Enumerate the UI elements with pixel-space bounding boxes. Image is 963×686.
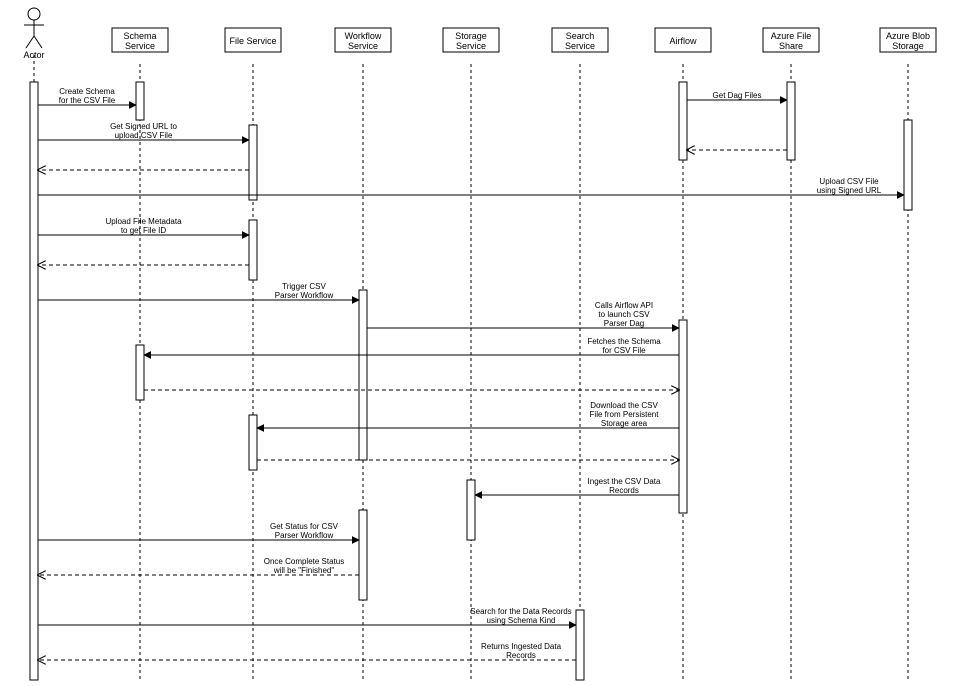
activation-actor bbox=[30, 82, 38, 680]
activation-workflow bbox=[359, 290, 367, 460]
svg-text:Azure File: Azure File bbox=[771, 31, 812, 41]
activation-file bbox=[249, 125, 257, 200]
message-label: to get File ID bbox=[121, 226, 167, 235]
activation-abs bbox=[904, 120, 912, 210]
svg-text:Service: Service bbox=[125, 41, 155, 51]
message-label: Get Status for CSV bbox=[270, 522, 339, 531]
activation-workflow bbox=[359, 510, 367, 600]
message-label: Ingest the CSV Data bbox=[588, 477, 661, 486]
svg-text:Schema: Schema bbox=[123, 31, 156, 41]
svg-text:Workflow: Workflow bbox=[345, 31, 382, 41]
message-label: Upload File Metadata bbox=[105, 217, 182, 226]
svg-text:File Service: File Service bbox=[229, 36, 276, 46]
message-label: Calls Airflow API bbox=[595, 301, 653, 310]
message-label: Get Dag Files bbox=[713, 91, 762, 100]
activation-airflow bbox=[679, 82, 687, 160]
svg-text:Service: Service bbox=[348, 41, 378, 51]
actor-label: Actor bbox=[23, 50, 44, 60]
sequence-diagram: ActorSchemaServiceFile ServiceWorkflowSe… bbox=[0, 0, 963, 686]
activation-airflow bbox=[679, 320, 687, 513]
message-label: Search for the Data Records bbox=[470, 607, 571, 616]
message-label: using Schema Kind bbox=[487, 616, 556, 625]
message-label: Returns Ingested Data bbox=[481, 642, 562, 651]
message-label: Records bbox=[609, 486, 639, 495]
message-label: Create Schema bbox=[59, 87, 115, 96]
svg-text:Share: Share bbox=[779, 41, 803, 51]
svg-text:Service: Service bbox=[565, 41, 595, 51]
activation-afs bbox=[787, 82, 795, 160]
message-label: Parser Workflow bbox=[275, 531, 334, 540]
message-label: Upload CSV File bbox=[819, 177, 879, 186]
svg-text:Storage: Storage bbox=[455, 31, 487, 41]
message-label: Once Complete Status bbox=[264, 557, 344, 566]
message-label: using Signed URL bbox=[817, 186, 882, 195]
message-label: Records bbox=[506, 651, 536, 660]
message-label: to launch CSV bbox=[598, 310, 650, 319]
svg-text:Search: Search bbox=[566, 31, 595, 41]
message-label: Parser Workflow bbox=[275, 291, 334, 300]
svg-text:Airflow: Airflow bbox=[669, 36, 697, 46]
activation-storage bbox=[467, 480, 475, 540]
message-label: Trigger CSV bbox=[282, 282, 326, 291]
svg-text:Service: Service bbox=[456, 41, 486, 51]
svg-text:Storage: Storage bbox=[892, 41, 924, 51]
message-label: Get Signed URL to bbox=[110, 122, 177, 131]
message-label: for CSV File bbox=[602, 346, 646, 355]
actor-icon bbox=[24, 8, 44, 48]
activation-file bbox=[249, 415, 257, 470]
message-label: for the CSV File bbox=[59, 96, 116, 105]
message-label: Parser Dag bbox=[604, 319, 644, 328]
message-label: upload CSV File bbox=[115, 131, 173, 140]
message-label: will be "Finished" bbox=[273, 566, 335, 575]
activation-file bbox=[249, 220, 257, 280]
svg-text:Azure Blob: Azure Blob bbox=[886, 31, 930, 41]
message-label: Fetches the Schema bbox=[587, 337, 661, 346]
message-label: Download the CSV bbox=[590, 401, 658, 410]
activation-schema bbox=[136, 82, 144, 120]
message-label: File from Persistent bbox=[590, 410, 660, 419]
activation-search bbox=[576, 610, 584, 680]
activation-schema bbox=[136, 345, 144, 400]
message-label: Storage area bbox=[601, 419, 648, 428]
